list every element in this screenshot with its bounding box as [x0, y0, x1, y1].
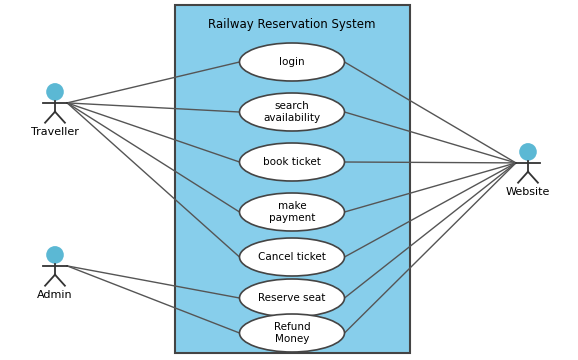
Text: login: login [279, 57, 305, 67]
Text: book ticket: book ticket [263, 157, 321, 167]
Ellipse shape [239, 314, 344, 352]
Text: make
payment: make payment [269, 201, 315, 223]
Ellipse shape [239, 43, 344, 81]
Circle shape [46, 246, 64, 264]
Text: Admin: Admin [37, 290, 73, 300]
Text: Reserve seat: Reserve seat [258, 293, 325, 303]
FancyBboxPatch shape [175, 5, 410, 353]
Text: Cancel ticket: Cancel ticket [258, 252, 326, 262]
Text: Website: Website [506, 187, 550, 197]
Ellipse shape [239, 238, 344, 276]
Circle shape [519, 143, 537, 161]
Text: Traveller: Traveller [31, 127, 79, 137]
Ellipse shape [239, 279, 344, 317]
Circle shape [46, 83, 64, 101]
Text: search
availability: search availability [264, 101, 321, 123]
Ellipse shape [239, 193, 344, 231]
Text: Railway Reservation System: Railway Reservation System [208, 18, 376, 31]
Text: Refund
Money: Refund Money [274, 322, 310, 344]
Ellipse shape [239, 143, 344, 181]
Ellipse shape [239, 93, 344, 131]
